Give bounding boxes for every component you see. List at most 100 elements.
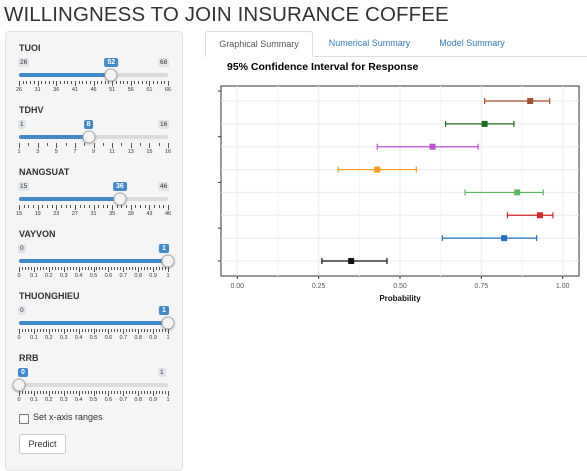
slider-tick [147, 267, 149, 270]
slider-tick [154, 205, 156, 208]
slider-tick [147, 329, 149, 332]
slider-tick [96, 391, 98, 394]
tdhv-slider-fill [19, 135, 89, 139]
tdhv-tick-label: 5 [54, 149, 58, 155]
thuonghieu-tick-label: 0.7 [119, 335, 128, 341]
slider-tick [117, 391, 119, 394]
tab-graphical-summary[interactable]: Graphical Summary [205, 31, 313, 57]
slider-tick [24, 329, 26, 332]
slider-tick [126, 329, 128, 332]
nangsuat-tick-label: 31 [90, 211, 97, 217]
tab-model-summary[interactable]: Model Summary [439, 38, 505, 48]
slider-tick [63, 267, 65, 272]
slider-tick [69, 329, 71, 332]
slider-tick [162, 329, 164, 332]
slider-tick [30, 81, 32, 84]
slider-tick [63, 329, 65, 334]
slider-tick [41, 81, 43, 84]
slider-tick [107, 205, 109, 208]
x-tick-label: 0.75 [475, 283, 489, 290]
set-x-axis-ranges-checkbox[interactable] [19, 414, 29, 424]
thuonghieu-tick-label: 0.2 [44, 335, 53, 341]
slider-tick [135, 267, 137, 270]
slider-tick [144, 267, 146, 270]
tdhv-max-label: 16 [158, 120, 170, 129]
tdhv-slider-handle[interactable] [82, 130, 96, 144]
slider-tick [84, 205, 86, 208]
chart-title: 95% Confidence Interval for Response [227, 61, 419, 73]
slider-tick [112, 81, 114, 86]
nangsuat-tick-label: 39 [127, 211, 134, 217]
slider-tick [102, 329, 104, 332]
slider-tick [99, 391, 101, 394]
slider-tick [168, 329, 169, 334]
slider-tick [134, 81, 136, 84]
slider-tick [74, 143, 76, 148]
predict-button[interactable]: Predict [19, 434, 66, 454]
tdhv-tick-label: 1 [17, 149, 21, 155]
slider-tick [162, 391, 164, 394]
tab-numerical-summary[interactable]: Numerical Summary [328, 38, 411, 48]
tuoi-max-label: 68 [158, 58, 170, 67]
slider-tick [141, 267, 143, 270]
thuonghieu-slider-track[interactable] [19, 316, 175, 330]
ci-estimate-point [374, 166, 381, 173]
tuoi-slider-handle[interactable] [104, 68, 118, 82]
slider-tick [156, 267, 158, 270]
slider-tick [45, 329, 47, 332]
tuoi-tick-label: 66 [164, 87, 172, 93]
slider-tick [36, 391, 38, 394]
vayvon-slider-track[interactable] [19, 254, 175, 268]
sidebar-panel [5, 31, 183, 471]
tdhv-tick-label: 3 [36, 149, 40, 155]
slider-tick [156, 391, 158, 394]
slider-tick [156, 329, 158, 332]
rrb-slider-track[interactable] [12, 378, 168, 392]
thuonghieu-min-label: 0 [18, 306, 26, 315]
rrb-tick-label: 0.6 [104, 397, 113, 403]
slider-tick [33, 329, 35, 334]
slider-tick [30, 267, 32, 270]
app-title: WILLINGNESS TO JOIN INSURANCE COFFEE [4, 3, 449, 26]
tdhv-tick-label: 7 [73, 149, 77, 155]
rrb-slider-handle[interactable] [12, 378, 26, 392]
thuonghieu-slider-handle[interactable] [161, 316, 175, 330]
ci-estimate-point [501, 235, 508, 242]
slider-tick [42, 329, 44, 332]
slider-tick [54, 391, 56, 394]
slider-tick [108, 267, 110, 272]
slider-tick [126, 205, 128, 208]
tdhv-slider-track[interactable] [19, 130, 168, 144]
rrb-label: RRB [19, 353, 39, 363]
slider-tick [117, 329, 119, 332]
slider-tick [163, 205, 165, 208]
slider-tick [19, 329, 20, 334]
tuoi-slider-track[interactable] [19, 68, 168, 82]
tdhv-value-bubble: 8 [83, 120, 94, 129]
slider-tick [86, 81, 88, 84]
slider-tick [45, 267, 47, 270]
slider-tick [112, 143, 114, 148]
slider-tick [93, 81, 95, 86]
slider-tick [123, 267, 125, 272]
slider-tick [96, 329, 98, 332]
slider-tick [30, 391, 32, 394]
slider-tick [87, 391, 89, 394]
slider-tick [140, 143, 142, 146]
ci-estimate-point [481, 120, 488, 127]
slider-tick [37, 81, 39, 86]
slider-tick [87, 329, 89, 332]
nangsuat-slider-track[interactable] [19, 192, 168, 206]
nangsuat-slider-handle[interactable] [113, 192, 127, 206]
slider-tick [96, 267, 98, 270]
slider-tick [63, 81, 65, 84]
slider-tick [37, 205, 39, 210]
vayvon-slider-handle[interactable] [161, 254, 175, 268]
slider-tick [72, 391, 74, 394]
slider-tick [81, 329, 83, 332]
slider-tick [102, 205, 104, 208]
slider-tick [98, 205, 100, 208]
slider-tick [63, 391, 65, 396]
ci-estimate-point [514, 189, 521, 196]
tdhv-tick-label: 15 [146, 149, 153, 155]
